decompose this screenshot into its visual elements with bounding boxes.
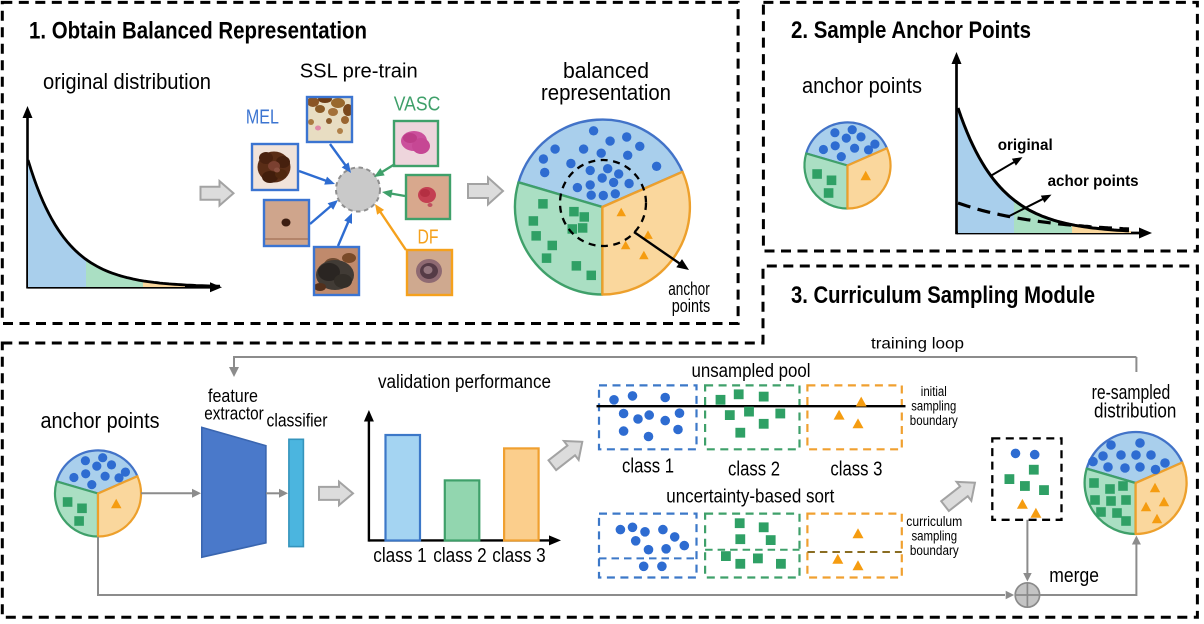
svg-text:1. Obtain Balanced Representat: 1. Obtain Balanced Representation	[29, 18, 367, 45]
svg-text:curriculum: curriculum	[906, 514, 962, 529]
svg-text:sampling: sampling	[911, 399, 956, 414]
svg-text:extractor: extractor	[204, 404, 264, 424]
svg-text:balanced: balanced	[563, 58, 649, 83]
svg-text:anchor points: anchor points	[41, 408, 160, 433]
svg-text:3. Curriculum Sampling Module: 3. Curriculum Sampling Module	[791, 282, 1095, 309]
svg-text:SSL pre-train: SSL pre-train	[300, 60, 418, 83]
svg-text:MEL: MEL	[246, 106, 279, 128]
svg-text:initial: initial	[921, 384, 947, 399]
svg-text:class 1: class 1	[622, 456, 674, 478]
svg-text:unsampled pool: unsampled pool	[692, 361, 811, 382]
svg-text:sampling: sampling	[911, 529, 957, 544]
svg-text:class 1: class 1	[373, 545, 427, 567]
svg-text:classifier: classifier	[267, 411, 328, 431]
svg-text:anchor points: anchor points	[802, 73, 922, 98]
svg-text:representation: representation	[541, 80, 671, 105]
svg-text:validation performance: validation performance	[378, 372, 551, 393]
svg-text:uncertainty-based sort: uncertainty-based sort	[666, 487, 835, 508]
svg-text:re-sampled: re-sampled	[1092, 382, 1171, 404]
svg-text:original distribution: original distribution	[43, 69, 211, 94]
svg-text:merge: merge	[1049, 565, 1099, 587]
svg-text:original: original	[998, 137, 1053, 154]
svg-text:distribution: distribution	[1094, 401, 1176, 423]
svg-text:boundary: boundary	[910, 413, 958, 428]
svg-text:points: points	[672, 296, 711, 316]
svg-text:class 2: class 2	[433, 545, 487, 567]
svg-text:VASC: VASC	[394, 94, 441, 116]
svg-text:class 2: class 2	[728, 459, 780, 481]
svg-text:class 3: class 3	[830, 459, 882, 481]
svg-text:achor points: achor points	[1048, 173, 1139, 190]
svg-text:boundary: boundary	[910, 543, 959, 558]
svg-text:2. Sample Anchor Points: 2. Sample Anchor Points	[791, 17, 1031, 44]
svg-text:class 3: class 3	[492, 545, 546, 567]
svg-text:DF: DF	[418, 227, 439, 249]
svg-text:feature: feature	[208, 386, 258, 406]
svg-text:training loop: training loop	[871, 336, 964, 353]
svg-text:anchor: anchor	[668, 279, 710, 299]
